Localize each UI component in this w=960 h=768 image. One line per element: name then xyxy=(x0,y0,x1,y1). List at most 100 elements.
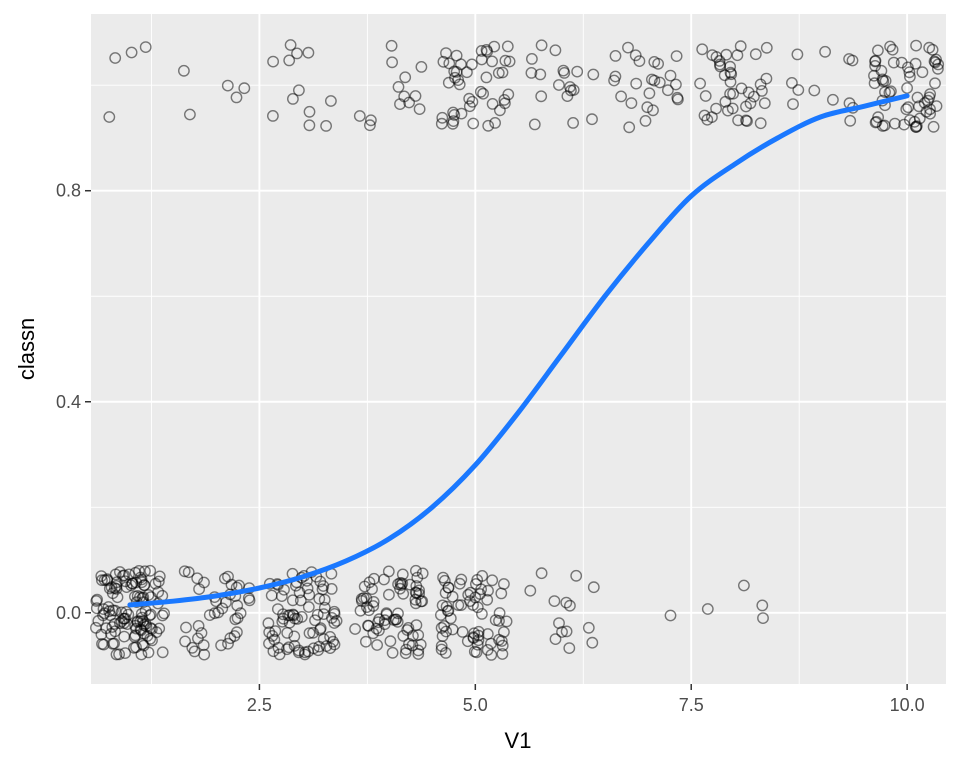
data-point xyxy=(526,53,538,65)
data-point xyxy=(283,54,296,67)
data-point xyxy=(480,44,493,56)
data-point xyxy=(670,50,683,62)
data-point xyxy=(294,594,307,607)
data-point xyxy=(198,648,211,661)
data-point xyxy=(192,620,205,632)
data-point xyxy=(409,564,422,577)
data-point xyxy=(131,615,144,627)
data-point xyxy=(714,60,727,73)
data-point xyxy=(109,568,122,581)
data-point xyxy=(475,45,488,57)
data-point xyxy=(91,593,104,606)
data-point xyxy=(464,595,476,607)
data-point xyxy=(731,49,744,62)
data-point xyxy=(292,646,305,659)
data-point xyxy=(143,609,156,622)
data-point xyxy=(328,605,341,618)
data-point xyxy=(496,648,509,660)
data-point xyxy=(625,97,638,110)
data-point xyxy=(664,609,677,622)
data-point xyxy=(452,599,465,611)
data-point xyxy=(735,82,748,95)
data-point xyxy=(503,55,516,68)
data-point xyxy=(754,117,767,130)
data-point xyxy=(563,642,576,654)
data-point xyxy=(633,55,646,67)
data-point xyxy=(524,584,537,597)
data-point xyxy=(371,639,383,651)
data-point xyxy=(442,581,455,594)
data-point xyxy=(444,612,457,625)
data-point xyxy=(286,594,299,607)
data-point xyxy=(495,587,508,600)
data-point xyxy=(442,76,455,89)
data-point xyxy=(472,625,485,638)
data-point xyxy=(238,82,251,95)
data-point xyxy=(438,574,451,587)
data-point xyxy=(355,595,368,607)
data-point xyxy=(313,592,326,605)
data-point xyxy=(481,593,494,606)
data-point xyxy=(415,61,428,73)
data-point xyxy=(787,98,799,111)
data-point xyxy=(469,578,482,590)
data-point xyxy=(106,621,119,633)
data-point xyxy=(571,65,584,78)
data-point xyxy=(629,49,642,62)
data-point xyxy=(477,87,489,100)
data-point xyxy=(450,66,463,78)
data-point xyxy=(125,579,138,592)
data-point xyxy=(500,615,513,628)
data-point xyxy=(496,66,509,79)
data-point xyxy=(97,603,110,615)
data-point xyxy=(120,606,133,618)
data-point xyxy=(191,572,204,585)
data-point xyxy=(144,622,157,634)
data-point xyxy=(560,625,573,638)
data-point xyxy=(639,115,652,127)
y-tick-label: 0.4 xyxy=(56,392,81,412)
data-point xyxy=(548,595,561,607)
data-point xyxy=(926,43,939,56)
data-point xyxy=(670,78,682,91)
x-axis-ticks: 2.5 5.0 7.5 10.0 xyxy=(247,684,925,715)
data-point xyxy=(385,39,398,52)
data-point xyxy=(362,604,375,617)
data-point xyxy=(920,105,933,118)
data-point xyxy=(898,118,910,131)
x-axis-title: V1 xyxy=(505,728,532,753)
data-point xyxy=(284,39,297,51)
y-tick-label: 0.8 xyxy=(56,181,81,201)
data-point xyxy=(314,622,327,635)
data-point xyxy=(435,622,448,634)
data-point xyxy=(392,81,405,93)
data-point xyxy=(497,626,510,638)
data-point xyxy=(869,54,882,67)
data-point xyxy=(153,570,166,583)
data-point xyxy=(92,615,105,627)
data-point xyxy=(501,40,514,53)
logistic-fit-line xyxy=(127,93,910,608)
data-point xyxy=(153,622,166,635)
data-point xyxy=(396,568,409,581)
data-point xyxy=(470,646,483,659)
data-point xyxy=(135,573,148,586)
data-point xyxy=(724,76,737,88)
data-point xyxy=(271,603,284,615)
data-point xyxy=(792,84,805,96)
data-point xyxy=(696,43,709,56)
data-point xyxy=(137,619,150,631)
y-axis-ticks: 0.0 0.4 0.8 xyxy=(56,181,91,623)
data-point xyxy=(622,41,634,54)
data-point xyxy=(228,630,241,642)
data-point xyxy=(130,622,143,635)
data-point xyxy=(756,599,769,612)
data-point xyxy=(275,590,288,602)
data-point xyxy=(902,61,914,74)
data-point xyxy=(267,55,279,68)
data-point xyxy=(467,599,479,611)
data-point xyxy=(843,53,855,65)
data-point xyxy=(363,119,376,132)
